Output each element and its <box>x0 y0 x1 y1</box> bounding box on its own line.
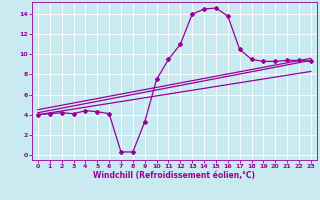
X-axis label: Windchill (Refroidissement éolien,°C): Windchill (Refroidissement éolien,°C) <box>93 171 255 180</box>
